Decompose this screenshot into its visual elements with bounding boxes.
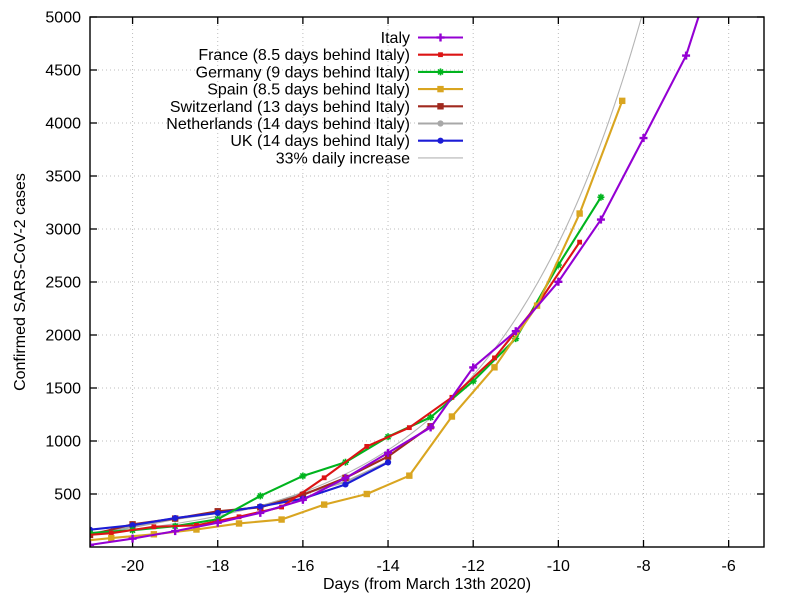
- marker-square: [66, 539, 72, 545]
- x-tick-label: -12: [462, 558, 485, 575]
- marker-circle: [172, 514, 179, 522]
- legend-label-germany: Germany (9 days behind Italy): [196, 64, 410, 81]
- marker-circle: [384, 459, 392, 466]
- x-tick-label: -14: [376, 558, 399, 575]
- y-tick-label: 3500: [45, 169, 81, 186]
- y-tick-label: 2500: [45, 275, 81, 292]
- marker-circle: [437, 137, 444, 144]
- marker-asterisk: [555, 261, 562, 269]
- marker-square: [406, 472, 413, 479]
- marker-square: [299, 491, 307, 499]
- marker-square: [320, 501, 328, 508]
- marker-asterisk: [257, 492, 264, 499]
- marker-square: [363, 490, 370, 498]
- legend-item-growth-33pct: 33% daily increase: [276, 150, 463, 167]
- series-uk: [90, 459, 392, 533]
- marker-square: [577, 239, 583, 245]
- legend-label-spain: Spain (8.5 days behind Italy): [207, 82, 410, 99]
- series-line-uk: [90, 461, 389, 531]
- marker-circle: [257, 503, 264, 510]
- marker-square: [194, 522, 199, 528]
- marker-square: [437, 85, 444, 93]
- marker-asterisk: [597, 194, 604, 201]
- marker-circle: [342, 481, 349, 488]
- plot-border: [89, 16, 765, 548]
- legend-item-france: France (8.5 days behind Italy): [198, 47, 463, 64]
- series-france: [66, 239, 583, 539]
- legend-item-italy: Italy: [381, 30, 463, 47]
- y-tick-label: 1000: [45, 434, 81, 451]
- x-tick-label: -6: [722, 558, 736, 575]
- marker-asterisk: [427, 414, 434, 421]
- series-line-growth-33pct: [90, 17, 643, 535]
- marker-square: [321, 475, 327, 481]
- marker-square: [193, 526, 200, 533]
- marker-circle: [129, 522, 136, 529]
- legend-item-uk: UK (14 days behind Italy): [230, 133, 463, 150]
- x-tick-label: -20: [121, 558, 144, 575]
- marker-square: [448, 413, 456, 420]
- y-tick-label: 3000: [45, 222, 81, 239]
- marker-asterisk: [437, 68, 444, 75]
- marker-asterisk: [299, 472, 306, 480]
- legend-label-growth-33pct: 33% daily increase: [276, 150, 410, 167]
- legend-item-spain: Spain (8.5 days behind Italy): [207, 82, 463, 99]
- legend-label-uk: UK (14 days behind Italy): [230, 133, 410, 150]
- marker-square: [492, 355, 497, 361]
- grid-lines: [90, 16, 764, 547]
- marker-square: [576, 210, 583, 217]
- y-tick-label: 2000: [45, 328, 81, 345]
- x-tick-label: -18: [206, 558, 229, 575]
- y-tick-label: 5000: [45, 10, 81, 27]
- marker-square: [438, 52, 443, 58]
- legend-label-france: France (8.5 days behind Italy): [198, 47, 410, 64]
- y-tick-label: 4500: [45, 63, 81, 80]
- marker-circle: [214, 509, 221, 517]
- legend-item-switzerland: Switzerland (13 days behind Italy): [170, 99, 463, 116]
- legend-item-netherlands: Netherlands (14 days behind Italy): [166, 116, 463, 133]
- legend-label-italy: Italy: [381, 30, 410, 47]
- marker-square: [66, 534, 71, 539]
- series-italy: [90, 17, 700, 547]
- series-line-italy: [90, 17, 700, 546]
- legend-label-switzerland: Switzerland (13 days behind Italy): [170, 99, 410, 116]
- y-tick-label: 4000: [45, 116, 81, 133]
- marker-circle: [437, 120, 444, 127]
- marker-square: [491, 364, 498, 371]
- legend-item-germany: Germany (9 days behind Italy): [196, 64, 463, 81]
- marker-square: [437, 103, 444, 110]
- marker-asterisk: [90, 530, 94, 535]
- x-axis-label: Days (from March 13th 2020): [323, 576, 531, 593]
- legend-label-netherlands: Netherlands (14 days behind Italy): [166, 116, 410, 133]
- marker-asterisk: [470, 378, 477, 385]
- marker-square: [364, 444, 370, 449]
- marker-square: [619, 97, 626, 105]
- x-tick-label: -16: [291, 558, 314, 575]
- x-tick-label: -10: [547, 558, 570, 575]
- y-tick-label: 1500: [45, 381, 81, 398]
- marker-square: [108, 534, 115, 542]
- marker-square: [235, 520, 243, 527]
- marker-square: [278, 516, 285, 523]
- x-tick-label: -8: [636, 558, 650, 575]
- marker-square: [108, 530, 114, 536]
- marker-square: [406, 425, 412, 431]
- y-tick-label: 500: [54, 487, 81, 504]
- series-growth-33pct: [90, 17, 643, 535]
- tick-labels: -20 -18 -16 -14 -12 -10 -8 -6 500 1000 1500 2000 250…: [45, 10, 735, 576]
- y-axis-label: Confirmed SARS-CoV-2 cases: [12, 173, 29, 391]
- marker-square: [151, 524, 157, 530]
